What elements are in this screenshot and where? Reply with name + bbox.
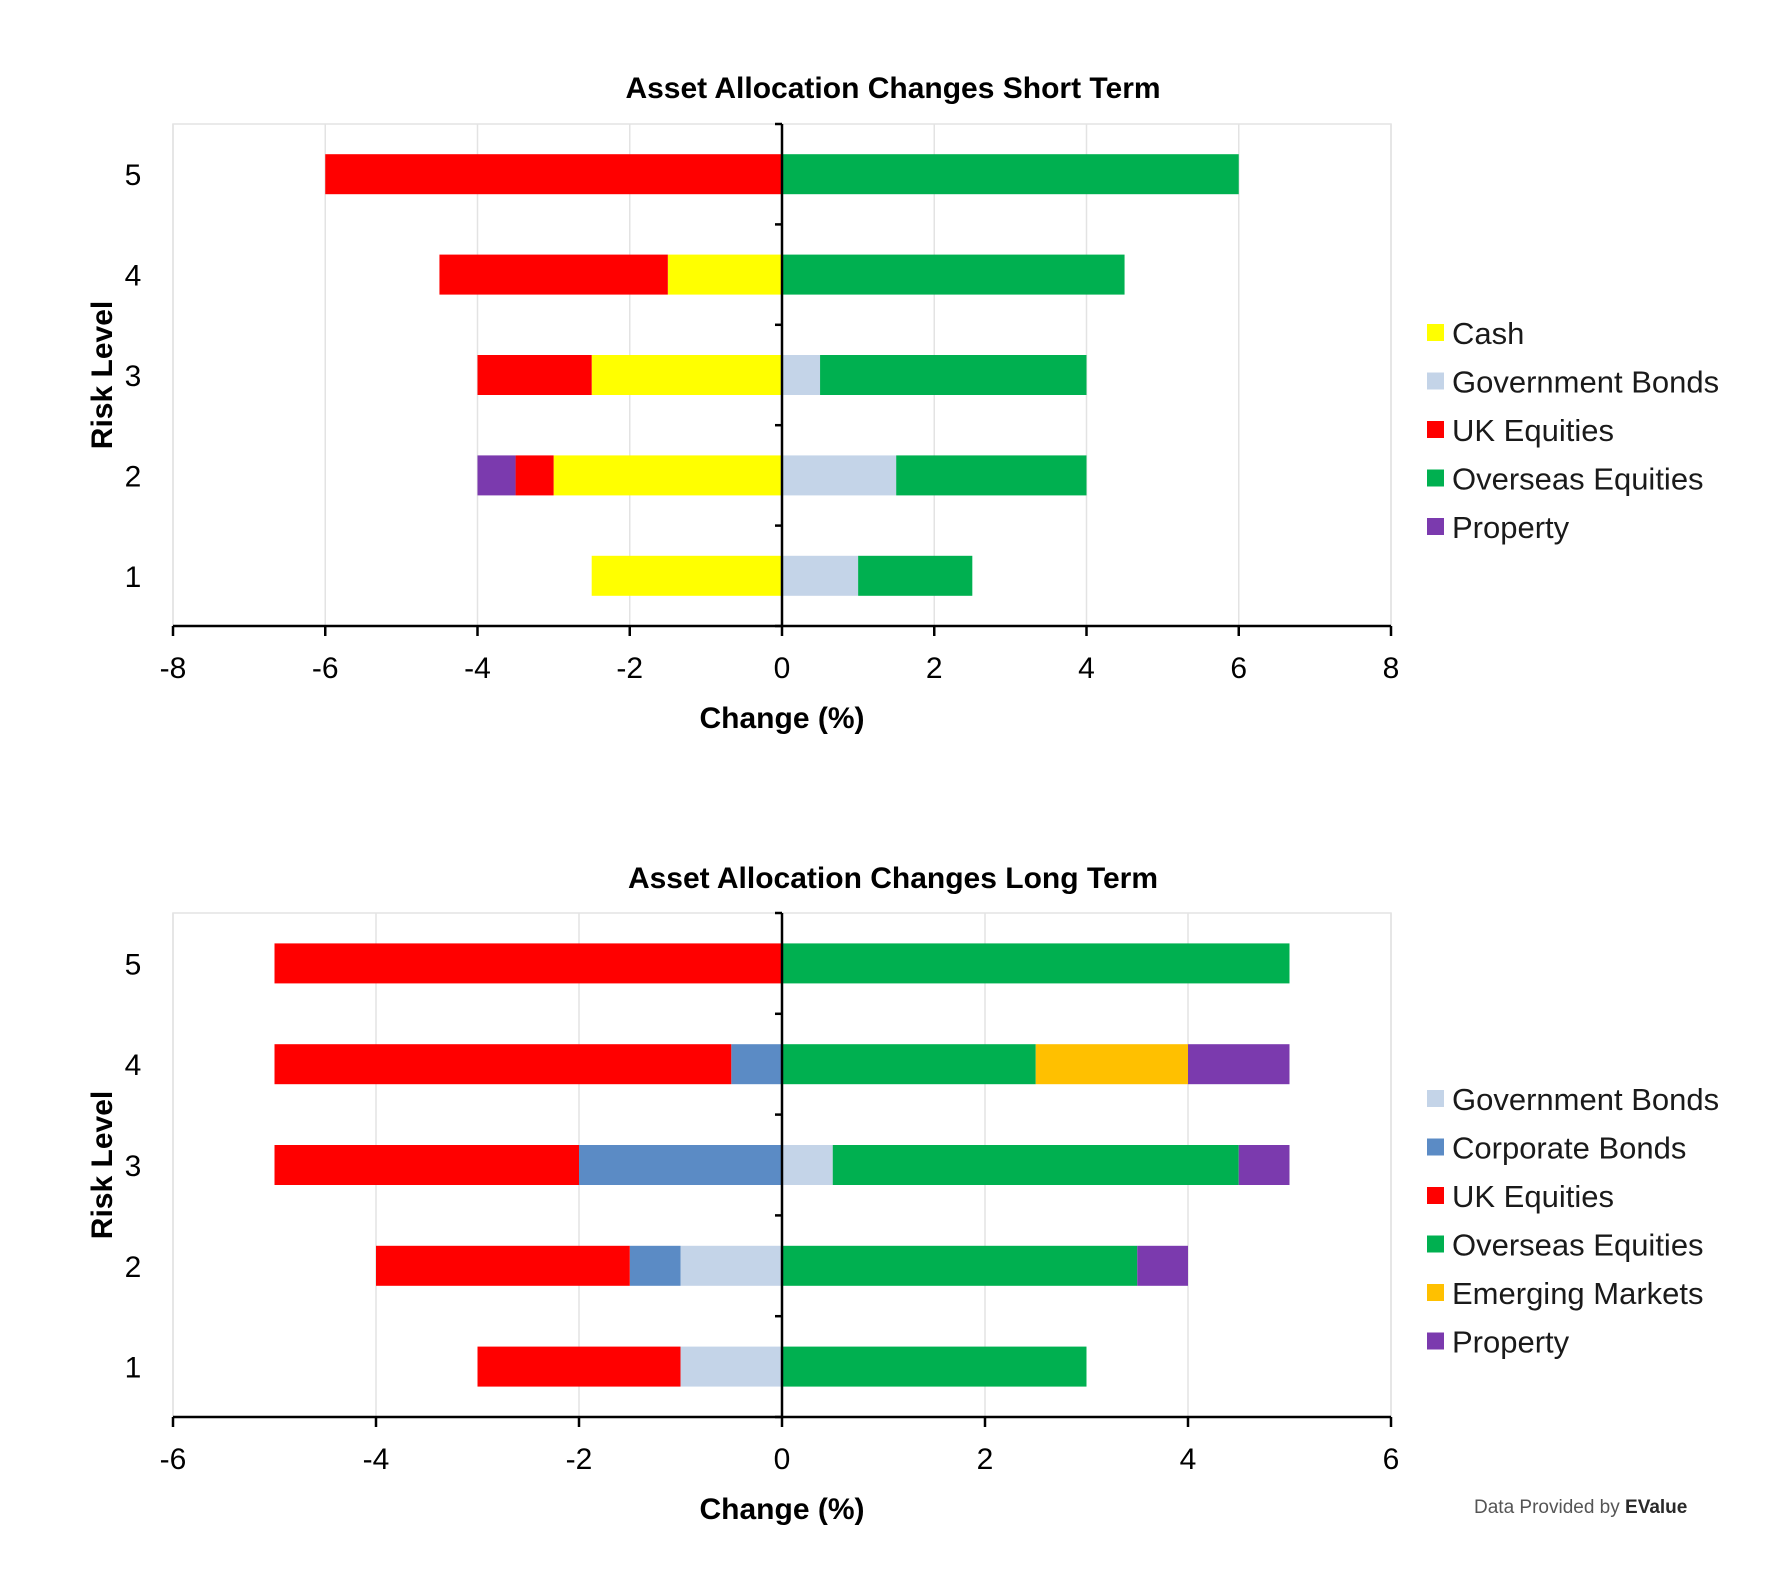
y-tick-label: 2 <box>125 1251 142 1284</box>
bar-segment-government-bonds <box>782 555 859 596</box>
x-tick-label: 6 <box>1230 652 1247 685</box>
x-tick-label: 0 <box>774 1443 791 1476</box>
x-tick-label: 4 <box>1078 652 1095 685</box>
legend-label: Corporate Bonds <box>1452 1131 1686 1166</box>
legend-swatch <box>1427 1235 1444 1253</box>
legend-label: Property <box>1452 510 1570 545</box>
bar-segment-overseas-equities <box>832 1145 1239 1185</box>
y-tick-label: 5 <box>125 948 142 981</box>
bar-segment-overseas-equities <box>782 254 1125 295</box>
legend-label: Property <box>1452 1325 1570 1360</box>
x-tick-label: 6 <box>1383 1443 1400 1476</box>
y-axis-title: Risk Level <box>86 1091 119 1239</box>
legend-swatch <box>1427 324 1444 341</box>
chart-title: Asset Allocation Changes Long Term <box>628 862 1158 895</box>
legend-label: Government Bonds <box>1452 1082 1719 1117</box>
bar-segment-uk-equities <box>325 154 782 195</box>
bar-segment-government-bonds <box>782 1145 833 1185</box>
legend-label: Overseas Equities <box>1452 1228 1704 1263</box>
x-tick-label: -4 <box>363 1443 390 1476</box>
bar-segment-uk-equities <box>274 1145 579 1185</box>
bar-segment-uk-equities <box>274 943 782 984</box>
legend-swatch <box>1427 1332 1444 1350</box>
legend-swatch <box>1427 1187 1444 1204</box>
legend-label: Emerging Markets <box>1452 1276 1704 1311</box>
y-axis-title: Risk Level <box>86 301 119 449</box>
credit-prefix: Data Provided by <box>1474 1497 1626 1518</box>
bar-segment-cash <box>553 455 783 496</box>
x-tick-label: 2 <box>926 652 943 685</box>
bar-segment-government-bonds <box>680 1346 782 1387</box>
x-tick-label: -2 <box>616 652 643 685</box>
legend-swatch <box>1427 1284 1444 1301</box>
x-tick-label: -6 <box>160 1443 187 1476</box>
legend-swatch <box>1427 1090 1444 1107</box>
bar-segment-government-bonds <box>782 455 897 496</box>
long-term-chart: -6 -4 -2 0 2 4 6 1 2 3 4 5 Asset Allocation Changes … <box>86 862 1719 1526</box>
bar-segment-uk-equities <box>439 254 668 295</box>
bar-segment-overseas-equities <box>782 943 1290 984</box>
chart-title: Asset Allocation Changes Short Term <box>625 72 1160 105</box>
bar-segment-uk-equities <box>477 1346 681 1387</box>
data-credit: Data Provided by EValue <box>1474 1497 1687 1519</box>
y-tick-label: 1 <box>125 561 142 594</box>
legend-swatch <box>1427 421 1444 438</box>
x-tick-label: 0 <box>774 652 791 685</box>
legend-swatch <box>1427 372 1444 390</box>
x-tick-label: -2 <box>566 1443 593 1476</box>
legend-swatch <box>1427 1138 1444 1156</box>
x-tick-label: -4 <box>464 652 491 685</box>
bar-segment-overseas-equities <box>782 154 1239 195</box>
y-tick-label: 4 <box>125 1049 142 1082</box>
bar-segment-corporate-bonds <box>731 1044 782 1085</box>
y-tick-label: 4 <box>125 260 142 293</box>
y-tick-label: 2 <box>125 460 142 493</box>
legend-swatch <box>1427 518 1444 535</box>
bar-segment-government-bonds <box>782 355 821 395</box>
bar-segment-cash <box>667 254 782 295</box>
bar-segment-uk-equities <box>274 1044 732 1085</box>
bar-segment-property <box>477 455 516 496</box>
x-tick-label: -8 <box>160 652 187 685</box>
y-tick-label: 5 <box>125 159 142 192</box>
bar-segment-overseas-equities <box>896 455 1087 496</box>
bar-segment-overseas-equities <box>820 355 1087 395</box>
bar-segment-overseas-equities <box>782 1346 1087 1387</box>
legend-label: UK Equities <box>1452 413 1614 448</box>
bar-segment-emerging-markets <box>1035 1044 1188 1085</box>
y-tick-label: 3 <box>125 360 142 393</box>
bar-segment-corporate-bonds <box>579 1145 782 1185</box>
x-tick-label: 2 <box>977 1443 994 1476</box>
bar-segment-cash <box>591 555 782 596</box>
bar-segment-government-bonds <box>680 1245 782 1286</box>
bar-segment-uk-equities <box>376 1245 630 1286</box>
legend-label: Government Bonds <box>1452 365 1719 400</box>
bar-segment-property <box>1188 1044 1290 1085</box>
bar-segment-overseas-equities <box>782 1044 1036 1085</box>
x-tick-label: 4 <box>1180 1443 1197 1476</box>
bar-segment-cash <box>591 355 782 395</box>
bar-segment-overseas-equities <box>782 1245 1138 1286</box>
bar-segment-property <box>1137 1245 1188 1286</box>
x-axis-title: Change (%) <box>700 702 865 735</box>
legend-label: Overseas Equities <box>1452 462 1704 497</box>
legend-label: Cash <box>1452 316 1524 351</box>
legend-swatch <box>1427 469 1444 487</box>
bar-segment-uk-equities <box>515 455 554 496</box>
bar-segment-property <box>1238 1145 1290 1185</box>
short-term-chart: -8 -6 -4 -2 0 2 4 6 8 1 2 3 4 5 Asset Allocation Chang… <box>86 72 1719 735</box>
x-axis-title: Change (%) <box>700 1493 865 1526</box>
bar-segment-overseas-equities <box>858 555 973 596</box>
y-tick-label: 3 <box>125 1150 142 1183</box>
x-tick-label: 8 <box>1383 652 1400 685</box>
credit-brand: EValue <box>1625 1497 1688 1518</box>
x-tick-label: -6 <box>312 652 339 685</box>
bar-segment-corporate-bonds <box>629 1245 681 1286</box>
bar-segment-uk-equities <box>477 355 592 395</box>
y-tick-label: 1 <box>125 1352 142 1385</box>
legend-label: UK Equities <box>1452 1179 1614 1214</box>
